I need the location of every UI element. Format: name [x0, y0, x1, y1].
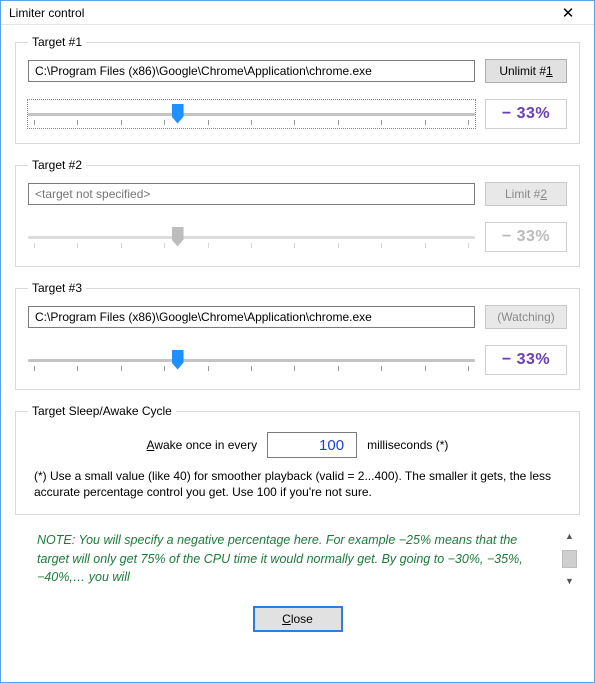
- target-3-legend: Target #3: [28, 281, 86, 295]
- cycle-group: Target Sleep/Awake Cycle Awake once in e…: [15, 404, 580, 515]
- slider-ticks: [34, 366, 469, 372]
- target-2-path-input[interactable]: [28, 183, 475, 205]
- scroll-down-icon[interactable]: ▼: [565, 576, 574, 586]
- target-2-legend: Target #2: [28, 158, 86, 172]
- target-1-limit-button[interactable]: Unlimit #1: [485, 59, 567, 83]
- content-area: Target #1 Unlimit #1 − 33% Target #2: [1, 25, 594, 682]
- bottom-bar: Close: [15, 606, 580, 632]
- window-title: Limiter control: [9, 6, 84, 20]
- target-1-slider-wrap: [28, 100, 475, 128]
- target-1-legend: Target #1: [28, 35, 86, 49]
- slider-ticks: [34, 243, 469, 249]
- target-1-path-input[interactable]: [28, 60, 475, 82]
- target-3-percent: − 33%: [485, 345, 567, 375]
- target-1-percent: − 33%: [485, 99, 567, 129]
- target-3-group: Target #3 (Watching) − 33%: [15, 281, 580, 390]
- close-button[interactable]: Close: [253, 606, 343, 632]
- cycle-hint: (*) Use a small value (like 40) for smoo…: [28, 468, 567, 500]
- target-2-limit-button: Limit #2: [485, 182, 567, 206]
- slider-ticks: [34, 120, 469, 126]
- target-2-slider-wrap: [28, 223, 475, 251]
- limiter-control-window: Limiter control ✕ Target #1 Unlimit #1 −…: [0, 0, 595, 683]
- titlebar: Limiter control ✕: [1, 1, 594, 25]
- note-text: NOTE: You will specify a negative percen…: [35, 529, 557, 587]
- note-scrollbar[interactable]: ▲ ▼: [561, 529, 578, 587]
- cycle-value-input[interactable]: [267, 432, 357, 458]
- cycle-label: Awake once in every: [147, 438, 258, 452]
- target-3-slider-wrap: [28, 346, 475, 374]
- close-icon[interactable]: ✕: [548, 4, 588, 22]
- target-1-group: Target #1 Unlimit #1 − 33%: [15, 35, 580, 144]
- scroll-up-icon[interactable]: ▲: [565, 531, 574, 541]
- note-panel: NOTE: You will specify a negative percen…: [15, 529, 580, 587]
- target-2-group: Target #2 Limit #2 − 33%: [15, 158, 580, 267]
- cycle-unit: milliseconds (*): [367, 438, 448, 452]
- target-3-watching-button: (Watching): [485, 305, 567, 329]
- target-3-path-input[interactable]: [28, 306, 475, 328]
- target-2-percent: − 33%: [485, 222, 567, 252]
- scroll-thumb[interactable]: [562, 550, 577, 568]
- cycle-legend: Target Sleep/Awake Cycle: [28, 404, 176, 418]
